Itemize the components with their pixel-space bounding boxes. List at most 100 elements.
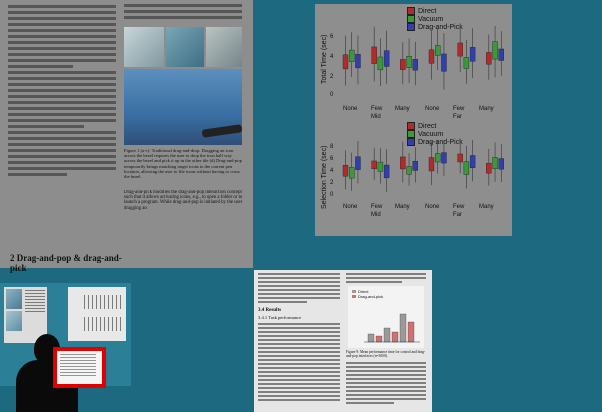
box-glyph	[469, 47, 476, 62]
legend-direct: Direct	[407, 7, 463, 15]
ylabel-selection-time: Selection Time (sec)	[321, 145, 328, 209]
cat-top-1-l2: Mid	[371, 114, 381, 120]
box-glyph	[441, 53, 447, 72]
ytick-bottom-8: 8	[330, 144, 334, 150]
legend-bottom-swatch-drag-and-pick	[407, 138, 415, 146]
task-performance-heading: 3.4.1 Task performance	[258, 315, 302, 320]
mini-legend-label-dap: Drag-and-pick	[358, 294, 384, 299]
box-glyph	[486, 162, 492, 174]
cat-top-3-l1: None	[425, 106, 440, 112]
box-glyph	[412, 160, 418, 171]
legend-swatch-vacuum	[407, 15, 415, 23]
box-glyph	[400, 156, 406, 170]
mini-legend-swatch-dap	[352, 295, 356, 298]
right-col-2-top	[346, 273, 426, 285]
box-glyph	[428, 157, 435, 172]
legend-drag-and-pick: Drag-and-Pick	[407, 23, 463, 31]
legend-label-drag-and-pick: Drag-and-Pick	[418, 23, 463, 31]
results-heading: 3.4 Results	[258, 308, 282, 313]
mini-legend-swatch-direct	[352, 290, 356, 293]
box-glyph	[463, 57, 470, 69]
box-glyph	[371, 46, 377, 64]
mini-bar	[383, 327, 391, 343]
box-glyph	[428, 49, 435, 64]
photo-hand-pen	[206, 27, 242, 67]
cat-bottom-2-l1: Many	[395, 204, 410, 210]
legend-label-direct: Direct	[418, 7, 437, 15]
thumbnail-1-text	[25, 290, 45, 314]
mini-chart-caption: Figure 9: Mean performance time for cont…	[346, 350, 426, 358]
box-glyph	[355, 54, 361, 69]
box-glyph	[406, 166, 412, 175]
cat-bottom-4-l1: Few	[453, 204, 465, 210]
legend-bottom-swatch-vacuum	[407, 130, 415, 138]
ylabel-total-time: Total Time (sec)	[321, 34, 328, 84]
cat-top-4-l1: Few	[453, 106, 465, 112]
right-col-2-body	[346, 362, 426, 406]
mini-bar-chart: Direct Drag-and-pick	[348, 286, 424, 348]
box-glyph	[412, 59, 418, 71]
ytick-bottom-0: 0	[330, 192, 334, 198]
box-glyph	[457, 153, 463, 163]
cat-top-1-l1: Few	[371, 106, 383, 112]
paper-page-left[interactable]: 2 Drag-and-pop & drag-and-pick Figure 1 …	[0, 0, 253, 273]
box-glyph	[441, 152, 447, 164]
ytick-top-0: 0	[330, 92, 334, 98]
mini-bar	[375, 335, 383, 343]
highlight-frame-content	[60, 354, 96, 376]
cat-top-5-l1: Many	[479, 106, 494, 112]
box-glyph	[355, 156, 361, 170]
legend-bottom-vacuum: Vacuum	[407, 130, 463, 138]
figure-photo-grid	[124, 27, 243, 145]
mini-bar	[399, 313, 407, 343]
legend-bottom-label-direct: Direct	[418, 122, 437, 130]
ytick-top-4: 4	[330, 54, 334, 60]
chart-panel[interactable]: Direct Vacuum Drag-and-Pick Total Time (…	[315, 4, 512, 236]
right-col-1	[258, 273, 340, 305]
column-2-paragraph: Drag-and-pick modifies the drag-and-pop …	[124, 190, 243, 211]
box-glyph	[486, 52, 492, 65]
figure-caption: Figure 1 (a-c): Traditional drag-and-dro…	[124, 148, 242, 180]
photo-hand-wall	[124, 27, 164, 67]
box-glyph	[342, 165, 349, 177]
ytick-bottom-2: 2	[330, 180, 334, 186]
cat-top-0-l1: None	[343, 106, 358, 112]
mini-bar	[391, 331, 399, 343]
legend-bottom-direct: Direct	[407, 122, 463, 130]
paper-page-right[interactable]: 3.4 Results 3.4.1 Task performance Direc…	[254, 270, 432, 412]
mini-bar	[367, 333, 375, 343]
legend-bottom-swatch-direct	[407, 122, 415, 130]
cat-bottom-4-l2: Far	[453, 212, 462, 218]
thumbnail-page-2[interactable]	[68, 287, 126, 341]
boxplot-total-time	[342, 26, 504, 90]
cat-bottom-3-l1: None	[425, 204, 440, 210]
paper-column-2-top	[124, 4, 242, 24]
thumbnail-2-chart-top	[84, 295, 122, 309]
thumbnail-page-1[interactable]	[4, 287, 47, 343]
box-glyph	[349, 167, 355, 179]
legend-vacuum: Vacuum	[407, 15, 463, 23]
mini-legend: Direct Drag-and-pick	[352, 289, 383, 299]
box-glyph	[435, 153, 441, 163]
box-glyph	[463, 161, 470, 175]
cat-bottom-0-l1: None	[343, 204, 358, 210]
mini-legend-dap: Drag-and-pick	[352, 294, 383, 299]
mini-legend-label-direct: Direct	[358, 289, 369, 294]
box-glyph	[383, 50, 390, 67]
box-glyph	[498, 158, 504, 170]
photo-hand-screen	[166, 27, 204, 67]
box-glyph	[383, 164, 390, 179]
box-glyph	[435, 45, 441, 56]
box-glyph	[371, 160, 377, 169]
thumbnail-1-image	[6, 289, 22, 309]
section-heading: 2 Drag-and-pop & drag-and-pick	[10, 253, 122, 273]
mini-legend-direct: Direct	[352, 289, 383, 294]
chart-legend-bottom: Direct Vacuum Drag-and-Pick	[407, 122, 463, 146]
highlight-frame[interactable]	[53, 347, 106, 388]
box-glyph	[492, 41, 498, 60]
box-glyph	[400, 59, 406, 70]
right-col-1-body	[258, 323, 340, 403]
thumbnail-2-chart-bottom	[84, 317, 122, 331]
legend-bottom-label-drag-and-pick: Drag-and-Pick	[418, 138, 463, 146]
legend-swatch-drag-and-pick	[407, 23, 415, 31]
